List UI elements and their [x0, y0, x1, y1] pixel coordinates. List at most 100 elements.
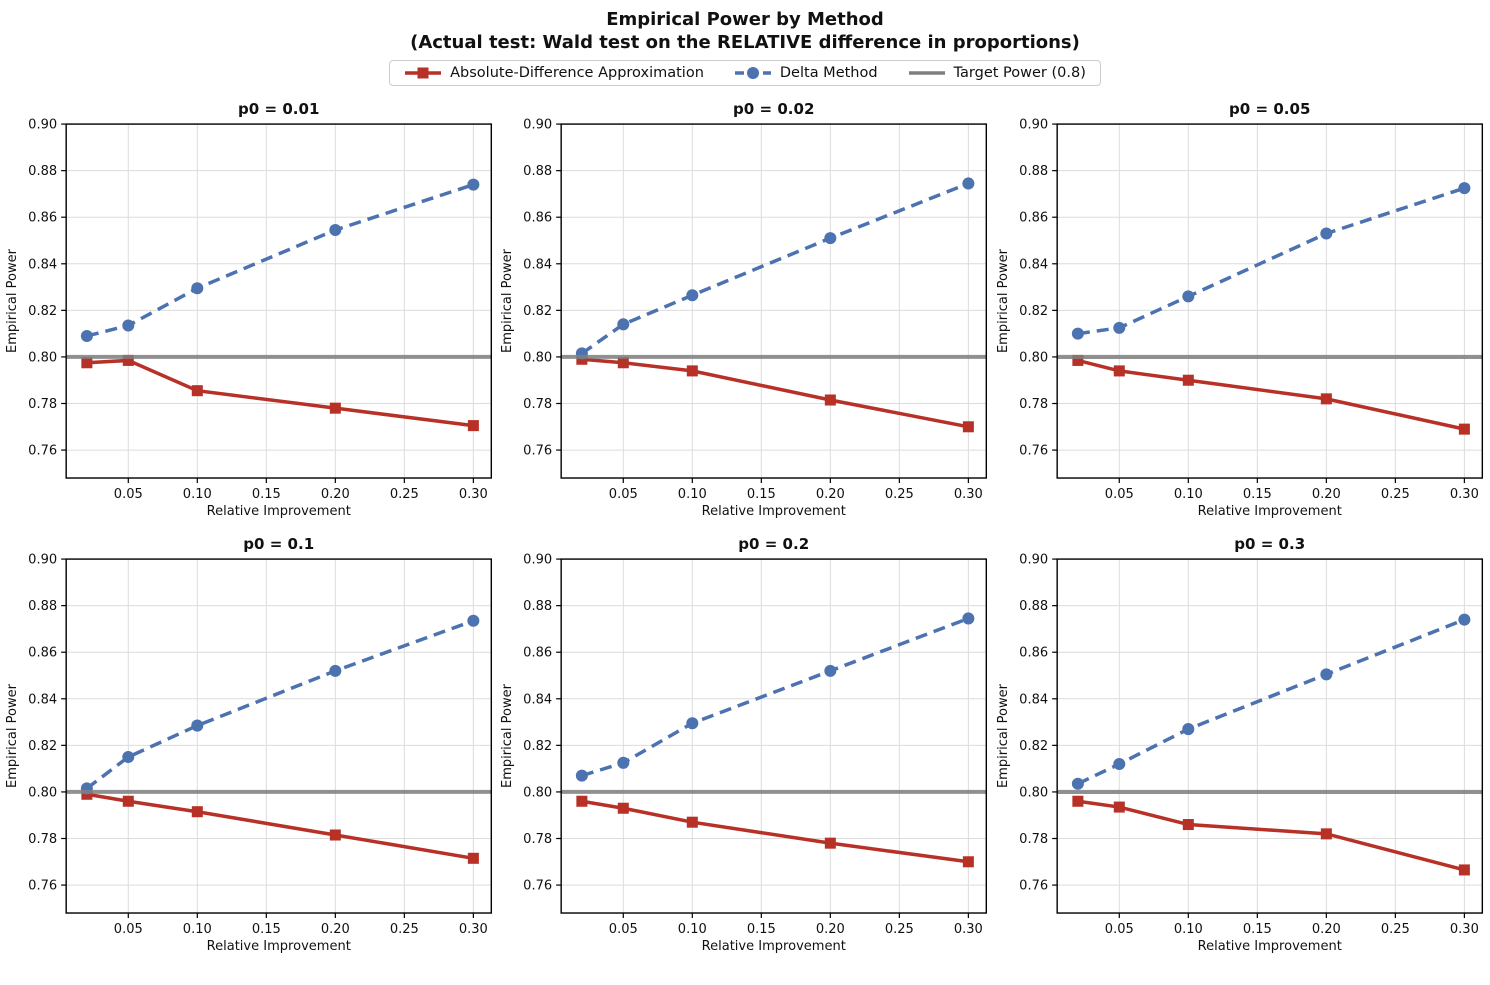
- series-abs-diff: [81, 354, 479, 431]
- svg-text:0.15: 0.15: [747, 922, 776, 937]
- svg-text:0.20: 0.20: [816, 922, 845, 937]
- legend-item-delta: Delta Method: [734, 65, 878, 81]
- abs-diff-marker: [1320, 393, 1332, 405]
- svg-text:0.10: 0.10: [183, 487, 212, 502]
- delta-marker: [962, 177, 975, 190]
- svg-text:0.76: 0.76: [1019, 879, 1048, 894]
- x-ticks: 0.05 0.10 0.15 0.20 0.25 0.30: [1104, 477, 1479, 502]
- svg-text:0.25: 0.25: [390, 922, 419, 937]
- x-axis-label: Relative Improvement: [702, 504, 846, 519]
- abs-diff-marker: [576, 795, 588, 807]
- delta-marker: [686, 717, 699, 730]
- delta-marker: [1112, 321, 1125, 334]
- subplot-cell-2: 0.76 0.78 0.80 0.82 0.84 0.86 0.88 0.90 0.05 0.10…: [497, 98, 992, 519]
- subplot-cell-4: 0.76 0.78 0.80 0.82 0.84 0.86 0.88 0.90 0.05 0.10…: [2, 533, 497, 954]
- y-ticks: 0.76 0.78 0.80 0.82 0.84 0.86 0.88 0.90: [523, 553, 562, 894]
- svg-text:0.84: 0.84: [28, 692, 57, 707]
- legend-item-abs-diff: Absolute-Difference Approximation: [404, 65, 704, 81]
- delta-legend-marker-icon: [734, 65, 772, 81]
- series-delta: [1071, 181, 1471, 340]
- svg-text:0.30: 0.30: [954, 922, 983, 937]
- delta-marker: [467, 614, 480, 627]
- svg-text:0.76: 0.76: [1019, 443, 1048, 458]
- svg-text:0.86: 0.86: [1019, 646, 1048, 661]
- series-abs-diff: [1072, 354, 1470, 435]
- svg-text:0.05: 0.05: [1104, 487, 1133, 502]
- svg-text:0.10: 0.10: [678, 487, 707, 502]
- y-ticks: 0.76 0.78 0.80 0.82 0.84 0.86 0.88 0.90: [28, 553, 67, 894]
- abs-diff-marker: [1182, 818, 1194, 830]
- x-axis-label: Relative Improvement: [207, 939, 351, 954]
- axes-spines: [1056, 558, 1483, 914]
- svg-text:0.78: 0.78: [523, 832, 552, 847]
- svg-text:0.15: 0.15: [1242, 922, 1271, 937]
- x-ticks: 0.05 0.10 0.15 0.20 0.25 0.30: [114, 912, 488, 937]
- abs-diff-marker: [963, 421, 975, 433]
- subplot-title: p0 = 0.01: [238, 100, 319, 118]
- subplot-cell-1: 0.76 0.78 0.80 0.82 0.84 0.86 0.88 0.90 0.05 0.10…: [2, 98, 497, 519]
- figure-header: Empirical Power by Method (Actual test: …: [0, 0, 1490, 55]
- delta-marker: [1071, 327, 1084, 340]
- gridlines: [561, 123, 987, 478]
- legend-row: Absolute-Difference Approximation Delta …: [0, 59, 1490, 86]
- abs-diff-marker: [687, 816, 699, 828]
- y-axis-label: Empirical Power: [5, 683, 20, 788]
- series-delta: [576, 612, 975, 782]
- abs-diff-marker: [618, 802, 630, 814]
- delta-marker: [1458, 613, 1471, 626]
- figure-subtitle: (Actual test: Wald test on the RELATIVE …: [410, 32, 1080, 54]
- svg-text:0.88: 0.88: [1019, 164, 1048, 179]
- svg-text:0.80: 0.80: [523, 785, 552, 800]
- delta-marker: [1458, 181, 1471, 194]
- legend-item-target: Target Power (0.8): [908, 65, 1086, 81]
- subplot-p0-0.1: 0.76 0.78 0.80 0.82 0.84 0.86 0.88 0.90 0.05 0.10…: [5, 535, 493, 954]
- svg-text:0.88: 0.88: [28, 164, 57, 179]
- subplot-p0-0.01: 0.76 0.78 0.80 0.82 0.84 0.86 0.88 0.90 0.05 0.10…: [5, 100, 493, 519]
- abs-diff-marker: [467, 419, 479, 431]
- y-ticks: 0.76 0.78 0.80 0.82 0.84 0.86 0.88 0.90: [523, 117, 562, 458]
- svg-text:0.78: 0.78: [1019, 397, 1048, 412]
- svg-text:0.05: 0.05: [609, 922, 638, 937]
- delta-marker: [1319, 227, 1333, 240]
- axes-spines: [65, 558, 493, 914]
- abs-diff-marker: [467, 852, 479, 864]
- abs-diff-marker: [825, 394, 837, 406]
- svg-text:0.20: 0.20: [1312, 922, 1341, 937]
- delta-marker: [467, 178, 480, 191]
- legend: Absolute-Difference Approximation Delta …: [389, 59, 1101, 86]
- y-axis-label: Empirical Power: [996, 683, 1011, 788]
- abs-diff-marker: [687, 365, 699, 377]
- svg-text:0.25: 0.25: [885, 922, 914, 937]
- abs-diff-marker: [618, 357, 630, 369]
- y-ticks: 0.76 0.78 0.80 0.82 0.84 0.86 0.88 0.90: [28, 117, 67, 458]
- delta-marker: [329, 223, 342, 236]
- abs-diff-marker: [1072, 354, 1084, 366]
- figure-title: Empirical Power by Method: [606, 9, 884, 30]
- svg-text:0.05: 0.05: [609, 487, 638, 502]
- svg-text:0.90: 0.90: [523, 117, 552, 132]
- series-abs-diff: [576, 353, 975, 433]
- svg-text:0.86: 0.86: [28, 211, 57, 226]
- delta-marker: [122, 750, 135, 763]
- delta-marker: [191, 282, 204, 295]
- svg-text:0.80: 0.80: [1019, 785, 1048, 800]
- y-axis-label: Empirical Power: [500, 683, 515, 788]
- svg-text:0.15: 0.15: [1242, 487, 1271, 502]
- delta-marker: [617, 318, 630, 331]
- x-ticks: 0.05 0.10 0.15 0.20 0.25 0.30: [609, 477, 983, 502]
- subplot-cell-5: 0.76 0.78 0.80 0.82 0.84 0.86 0.88 0.90 0.05 0.10…: [497, 533, 992, 954]
- svg-text:0.30: 0.30: [459, 922, 488, 937]
- abs-diff-marker: [1072, 795, 1084, 807]
- series-abs-diff: [81, 788, 479, 864]
- subplot-p0-0.05: 0.76 0.78 0.80 0.82 0.84 0.86 0.88 0.90 0.05 0.10…: [996, 100, 1483, 519]
- chart-grid: 0.76 0.78 0.80 0.82 0.84 0.86 0.88 0.90 0.05 0.10…: [0, 92, 1490, 954]
- axes-spines: [65, 123, 493, 479]
- svg-text:0.90: 0.90: [28, 117, 57, 132]
- svg-text:0.20: 0.20: [321, 487, 350, 502]
- gridlines: [1056, 123, 1482, 478]
- delta-marker: [1319, 668, 1333, 681]
- subplot-title: p0 = 0.02: [733, 100, 814, 118]
- svg-text:0.05: 0.05: [114, 487, 143, 502]
- abs-diff-marker: [81, 357, 93, 369]
- gridlines: [1056, 558, 1482, 913]
